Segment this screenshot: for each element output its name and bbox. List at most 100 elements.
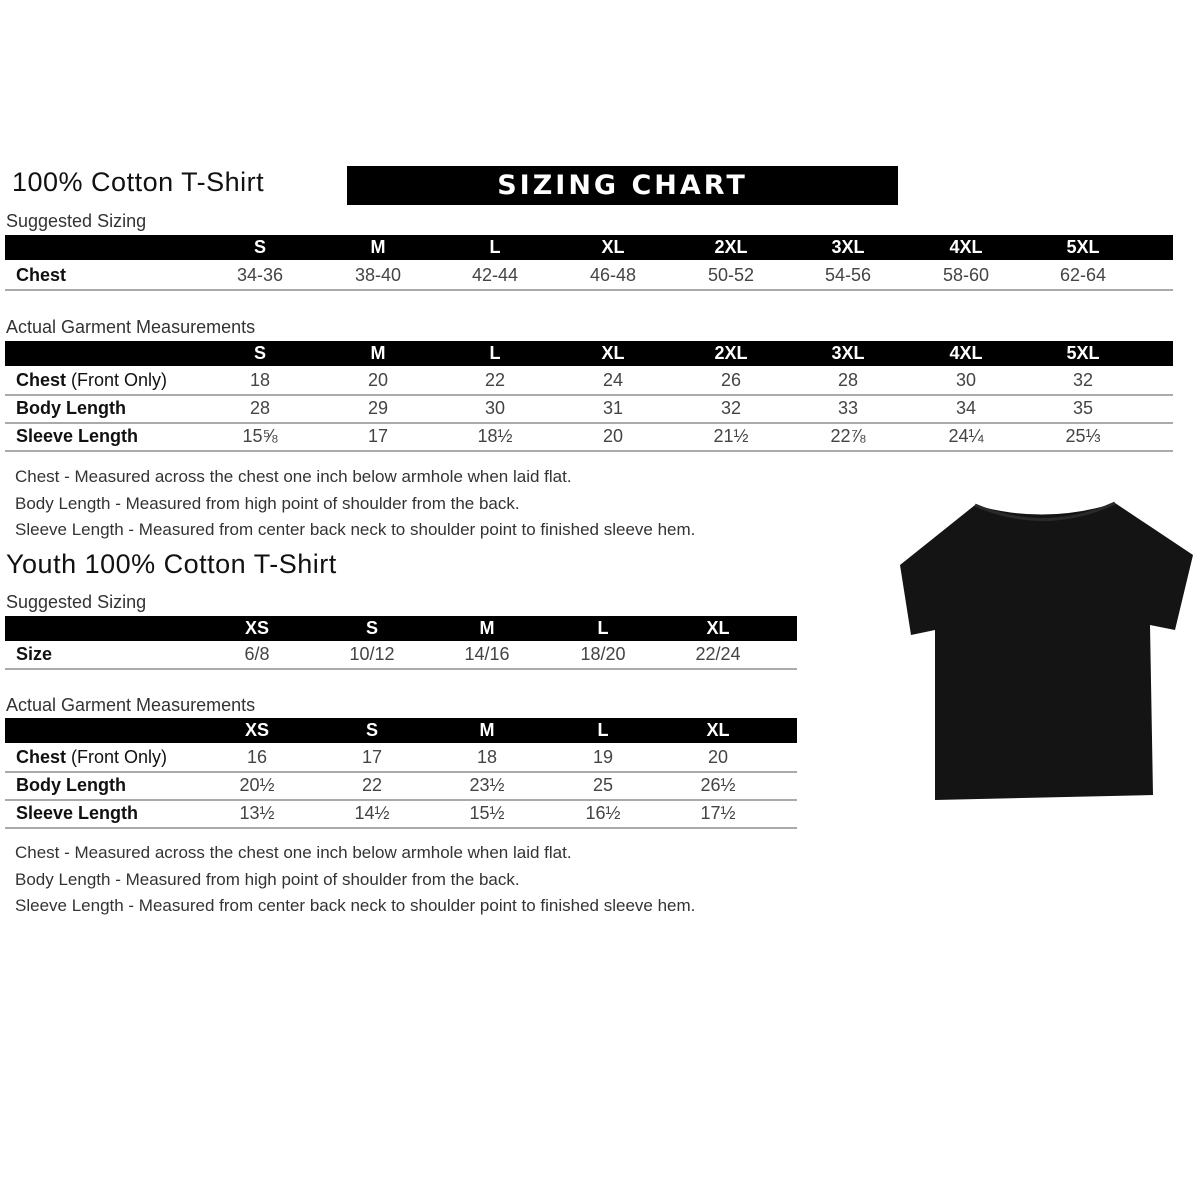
adult-header-bar: S M L XL 2XL 3XL 4XL 5XL xyxy=(5,341,1173,366)
cell-value: 20 xyxy=(602,426,624,446)
cell-value: 20 xyxy=(707,747,729,767)
cell-value: 15½ xyxy=(469,803,505,823)
cell-value: 18/20 xyxy=(580,644,626,664)
table-row: Sleeve Length 13½ 14½ 15½ 16½ 17½ xyxy=(5,799,797,829)
row-label: Chest (Front Only) xyxy=(16,743,167,771)
cell-value: 26 xyxy=(720,370,742,390)
size-header: L xyxy=(489,343,501,363)
size-header: 4XL xyxy=(949,343,983,363)
cell-value: 50-52 xyxy=(707,265,755,285)
youth-header-bar: XS S M L XL xyxy=(5,718,797,743)
cell-value: 22/24 xyxy=(695,644,741,664)
size-header: 2XL xyxy=(714,343,748,363)
adult-note: Body Length - Measured from high point o… xyxy=(15,493,520,513)
adult-header-bar: S M L XL 2XL 3XL 4XL 5XL xyxy=(5,235,1173,260)
table-row: Body Length 20½ 22 23½ 25 26½ xyxy=(5,771,797,801)
row-label-main: Sleeve Length xyxy=(16,803,139,823)
adult-actual-label: Actual Garment Measurements xyxy=(6,317,256,337)
cell-value: 26½ xyxy=(700,775,736,795)
adult-note: Chest - Measured across the chest one in… xyxy=(15,467,572,486)
row-label-main: Chest xyxy=(16,265,67,285)
youth-note: Chest - Measured across the chest one in… xyxy=(15,843,572,862)
cell-value: 30 xyxy=(955,370,977,390)
adult-suggested-label: Suggested Sizing xyxy=(6,211,147,231)
row-label-main: Body Length xyxy=(16,398,126,418)
cell-value: 34 xyxy=(955,398,977,418)
cell-value: 22⅞ xyxy=(830,426,866,446)
row-label-main: Sleeve Length xyxy=(16,426,139,446)
size-header: M xyxy=(479,720,495,740)
cell-value: 22 xyxy=(361,775,383,795)
cell-value: 14½ xyxy=(354,803,390,823)
size-header: S xyxy=(365,618,379,638)
cell-value: 18½ xyxy=(477,426,513,446)
cell-value: 23½ xyxy=(469,775,505,795)
row-label: Sleeve Length xyxy=(16,799,138,827)
t-shirt-image xyxy=(900,501,1193,800)
row-label: Chest (Front Only) xyxy=(16,366,167,394)
cell-value: 54-56 xyxy=(824,265,872,285)
cell-value: 13½ xyxy=(239,803,275,823)
row-label: Sleeve Length xyxy=(16,422,138,450)
youth-note: Sleeve Length - Measured from center bac… xyxy=(15,896,696,915)
cell-value: 20 xyxy=(367,370,389,390)
cell-value: 33 xyxy=(837,398,859,418)
size-header: XS xyxy=(244,720,270,740)
cell-value: 46-48 xyxy=(589,265,637,285)
table-row: Sleeve Length 15⅝ 17 18½ 20 21½ 22⅞ 24¼ 25⅓ xyxy=(5,422,1173,452)
cell-value: 20½ xyxy=(239,775,275,795)
cell-value: 17½ xyxy=(700,803,736,823)
cell-value: 34-36 xyxy=(236,265,284,285)
cell-value: 38-40 xyxy=(354,265,402,285)
size-header: XL xyxy=(601,237,625,257)
row-label-main: Chest xyxy=(16,747,67,767)
row-label-main: Size xyxy=(16,644,53,664)
cell-value: 14/16 xyxy=(464,644,510,664)
youth-actual-label: Actual Garment Measurements xyxy=(6,695,256,715)
cell-value: 22 xyxy=(484,370,506,390)
row-label-main: Chest xyxy=(16,370,67,390)
cell-value: 28 xyxy=(837,370,859,390)
cell-value: 24 xyxy=(602,370,624,390)
size-header: 3XL xyxy=(831,343,865,363)
youth-suggested-label: Suggested Sizing xyxy=(6,592,147,612)
cell-value: 29 xyxy=(367,398,389,418)
cell-value: 32 xyxy=(720,398,742,418)
size-header: XL xyxy=(706,720,730,740)
row-label: Body Length xyxy=(16,394,126,422)
size-header: XL xyxy=(706,618,730,638)
row-label-main: Body Length xyxy=(16,775,126,795)
youth-note: Body Length - Measured from high point o… xyxy=(15,869,520,889)
table-row: Chest 34-36 38-40 42-44 46-48 50-52 54-56 58-60… xyxy=(5,261,1173,291)
cell-value: 6/8 xyxy=(244,644,270,664)
table-row: Size 6/8 10/12 14/16 18/20 22/24 xyxy=(5,640,797,670)
size-header: L xyxy=(597,720,609,740)
row-label-suffix: (Front Only) xyxy=(66,370,168,390)
table-row: Chest (Front Only) 18 20 22 24 26 28 30 32 xyxy=(5,366,1173,396)
cell-value: 16½ xyxy=(585,803,621,823)
cell-value: 10/12 xyxy=(349,644,395,664)
size-header: S xyxy=(365,720,379,740)
sizing-chart-banner: SIZING CHART xyxy=(347,166,898,205)
cell-value: 17 xyxy=(367,426,389,446)
adult-note: Sleeve Length - Measured from center bac… xyxy=(15,520,696,539)
table-row: Body Length 28 29 30 31 32 33 34 35 xyxy=(5,394,1173,424)
cell-value: 15⅝ xyxy=(242,426,278,446)
adult-title: 100% Cotton T-Shirt xyxy=(12,167,265,197)
cell-value: 18 xyxy=(249,370,271,390)
row-label: Size xyxy=(16,640,52,668)
cell-value: 21½ xyxy=(713,426,749,446)
cell-value: 25⅓ xyxy=(1065,426,1101,446)
cell-value: 30 xyxy=(484,398,506,418)
size-header: 4XL xyxy=(949,237,983,257)
cell-value: 42-44 xyxy=(471,265,519,285)
table-row: Chest (Front Only) 16 17 18 19 20 xyxy=(5,743,797,773)
size-header: L xyxy=(597,618,609,638)
size-header: S xyxy=(253,343,267,363)
row-label: Body Length xyxy=(16,771,126,799)
size-header: XL xyxy=(601,343,625,363)
size-header: 3XL xyxy=(831,237,865,257)
cell-value: 32 xyxy=(1072,370,1094,390)
youth-title: Youth 100% Cotton T-Shirt xyxy=(6,549,337,579)
cell-value: 35 xyxy=(1072,398,1094,418)
